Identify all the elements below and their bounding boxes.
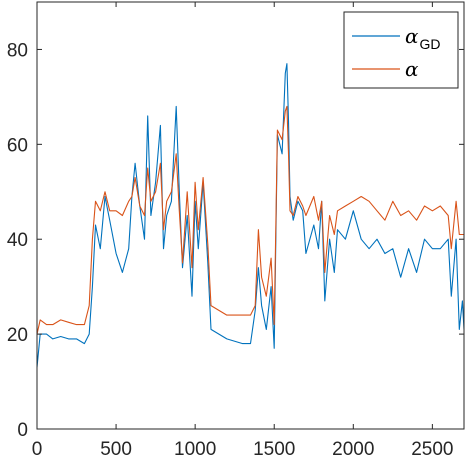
legend: αGD α <box>343 11 459 89</box>
y-axis: 0 20 40 60 80 <box>7 40 464 441</box>
x-tick-label: 500 <box>100 439 132 460</box>
series-layer <box>36 63 465 368</box>
x-tick-label: 0 <box>32 439 43 460</box>
x-tick-label: 2500 <box>411 439 453 460</box>
legend-box <box>343 11 459 89</box>
series-line-0 <box>36 63 465 368</box>
legend-label: αGD <box>405 24 441 52</box>
y-tick-label: 0 <box>17 420 28 441</box>
x-tick-label: 1000 <box>174 439 216 460</box>
y-tick-label: 20 <box>7 325 28 346</box>
y-tick-label: 60 <box>7 135 28 156</box>
y-tick-label: 40 <box>7 230 28 251</box>
x-tick-label: 2000 <box>332 439 374 460</box>
x-axis: 0 500 1000 1500 2000 2500 <box>32 2 454 460</box>
series-line-1 <box>36 105 464 335</box>
y-tick-label: 80 <box>7 40 28 61</box>
legend-label: α <box>405 57 419 81</box>
x-tick-label: 1500 <box>253 439 295 460</box>
axes-box <box>36 1 465 430</box>
